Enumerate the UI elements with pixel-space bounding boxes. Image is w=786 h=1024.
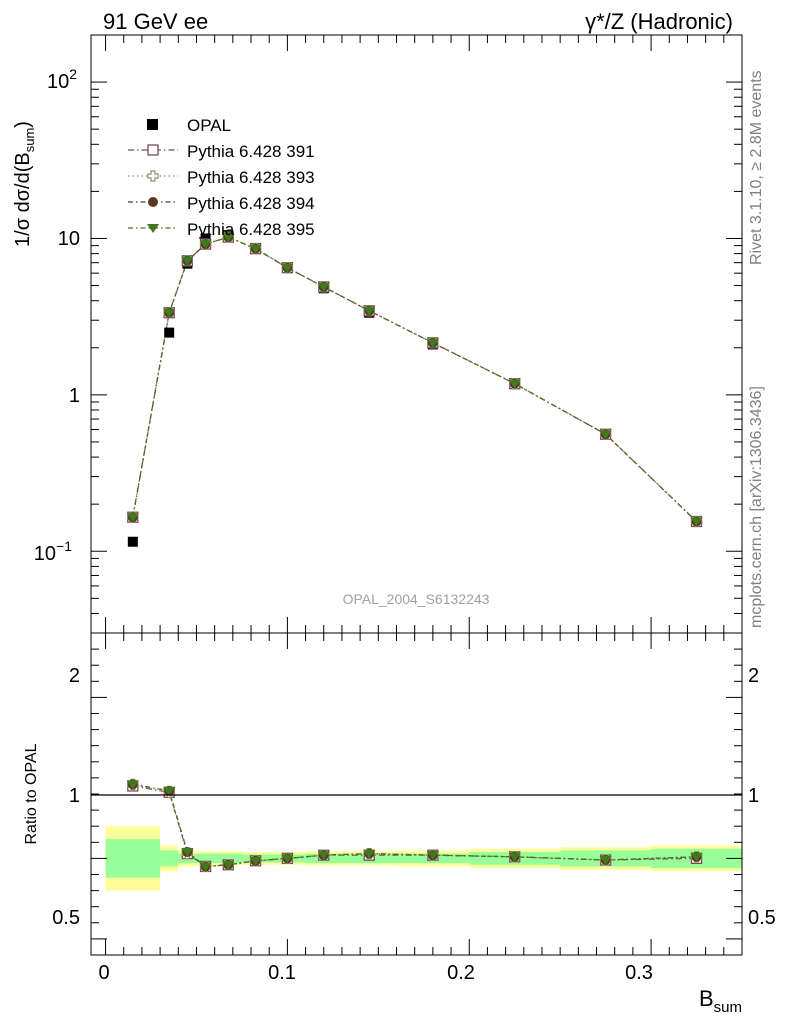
mc-point-3-7 [317,282,330,292]
mc-ratio-point-3-8 [363,849,376,859]
mc-point-3-3 [199,240,212,250]
mc-point-3-9 [426,338,439,348]
mc-point-3-4 [222,233,235,243]
mc-point-3-2 [181,256,194,266]
mc-ratio-point-3-10 [508,852,521,862]
mc-point-3-6 [281,263,294,273]
band-inner-1 [160,850,179,867]
main-ylabel-prefix: 1/σ dσ/d(B [12,152,34,247]
xtick-label-0: 0 [98,962,109,984]
ratio-ylabel: Ratio to OPAL [23,743,40,844]
mc-point-3-8 [363,306,376,316]
main-ylabel: 1/σ dσ/d(Bsum) [12,121,37,247]
ratio-ytick-right-2: 2 [748,665,759,687]
xtick-label-0.1: 0.1 [268,962,296,984]
main-ylabel-sub: sum [22,128,37,153]
mc-ratio-point-3-3 [199,862,212,872]
main-line-3 [132,236,697,522]
mc-point-3-5 [249,244,262,254]
mc-ratio-point-3-2 [181,847,194,857]
mc-point-3-11 [599,430,612,440]
rivet-label: Rivet 3.1.10, ≥ 2.8M events [748,70,765,265]
ytick-0.1-base: 10 [34,543,56,565]
legend-marker-opal [147,119,158,130]
main-line-2 [132,236,697,522]
main-line-0 [132,236,697,522]
band-inner-0 [105,839,161,878]
mc-point-3-1 [163,308,176,318]
ytick-label-100: 102 [47,66,77,93]
main-ylabel-suffix: ) [12,121,34,128]
mc-ratio-point-3-4 [222,860,235,870]
mc-point-3-10 [508,379,521,389]
legend: OPAL Pythia 6.428 391 Pythia 6.428 393 P… [128,116,315,239]
mcplots-label: mcplots.cern.ch [arXiv:1306.3436] [748,386,765,628]
ratio-plot-frame [90,632,743,956]
ratio-ytick-2: 2 [69,665,80,687]
ratio-ytick-right-1: 1 [748,785,759,807]
legend-label-393: Pythia 6.428 393 [187,168,315,187]
ytick-100-exp: 2 [69,66,77,82]
legend-marker-391 [147,144,159,156]
mc-ratio-point-3-6 [281,854,294,864]
mc-ratio-point-3-5 [249,856,262,866]
ratio-ytick-right-0.5: 0.5 [748,907,776,929]
x-axis-label-sub: sum [714,999,742,1016]
legend-label-395: Pythia 6.428 395 [187,220,315,239]
x-axis-label: Bsum [699,986,742,1016]
mc-ratio-point-3-1 [163,786,176,796]
ytick-label-1: 1 [69,385,80,407]
mc-ratio-point-3-7 [317,851,330,861]
ratio-ytick-1: 1 [69,785,80,807]
mc-ratio-point-3-9 [426,851,439,861]
ytick-100-base: 10 [47,71,69,93]
opal-point-3 [200,233,211,244]
legend-marker-395 [147,224,159,233]
band-inner-3 [196,853,215,864]
xtick-label-0.3: 0.3 [625,962,653,984]
band-inner-4 [214,853,242,864]
mc-point-3-0 [126,513,139,523]
header-left: 91 GeV ee [103,9,208,34]
legend-label-394: Pythia 6.428 394 [187,194,315,213]
ytick-0.1-exp: −1 [56,538,72,554]
opal-point-0 [127,536,138,547]
ytick-label-10: 10 [58,228,80,250]
mc-ratio-point-3-0 [126,780,139,790]
analysis-watermark: OPAL_2004_S6132243 [343,591,490,607]
legend-marker-394 [148,197,158,207]
opal-point-1 [164,327,175,338]
header-right: γ*/Z (Hadronic) [585,9,733,34]
mc-ratio-point-3-11 [599,856,612,866]
legend-label-opal: OPAL [187,116,231,135]
ytick-label-0.1: 10−1 [34,538,72,565]
main-line-1 [132,236,697,522]
x-axis-label-base: B [699,986,714,1011]
legend-marker-393 [147,170,159,182]
ratio-ytick-0.5: 0.5 [52,907,80,929]
series-markers [126,230,703,873]
legend-label-391: Pythia 6.428 391 [187,142,315,161]
mc-point-3-12 [690,517,703,527]
mc-ratio-point-3-12 [690,852,703,862]
series-lines [132,236,697,868]
xtick-label-0.2: 0.2 [447,962,475,984]
